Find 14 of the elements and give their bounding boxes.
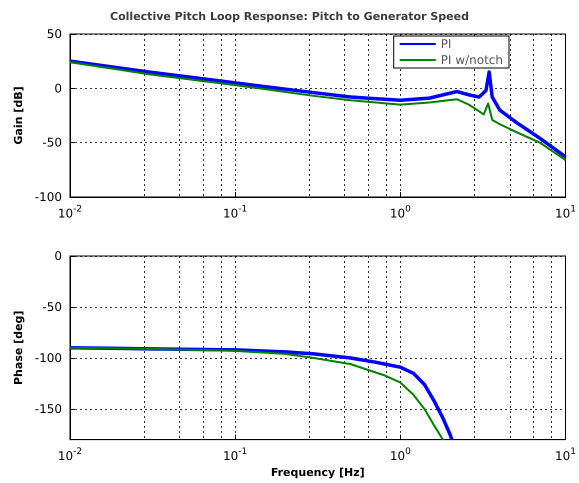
y-axis-title: Gain [dB] xyxy=(12,86,25,145)
y-tick-label: 0 xyxy=(54,81,62,96)
y-tick-label: -100 xyxy=(34,190,62,204)
legend-label: PI xyxy=(440,37,452,51)
x-axis-title: Frequency [Hz] xyxy=(270,466,365,479)
y-tick-label: -100 xyxy=(34,351,62,365)
y-tick-label: -50 xyxy=(42,136,62,150)
chart-title: Collective Pitch Loop Response: Pitch to Generator Speed xyxy=(110,10,469,23)
y-tick-label: -150 xyxy=(34,402,62,416)
y-tick-label: 50 xyxy=(46,27,62,41)
y-tick-label: 0 xyxy=(54,249,62,263)
legend-label: PI w/notch xyxy=(440,53,504,67)
y-axis-title: Phase [deg] xyxy=(12,310,25,386)
y-tick-label: -50 xyxy=(42,300,62,314)
